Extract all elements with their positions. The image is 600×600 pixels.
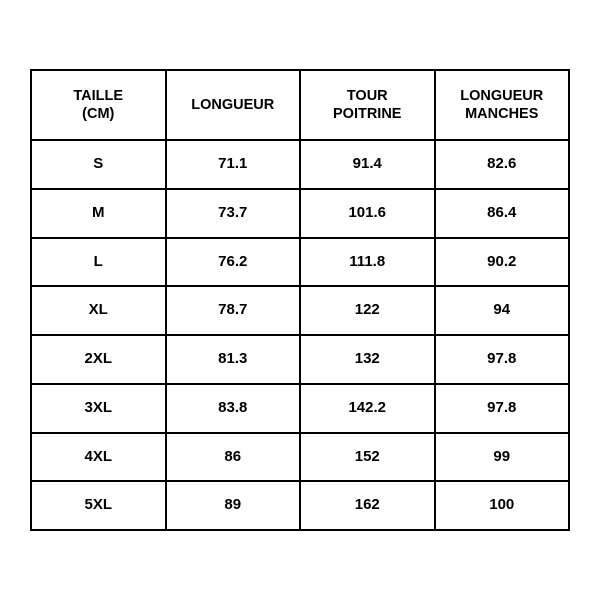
cell-size: 2XL: [31, 335, 166, 384]
size-table: TAILLE (CM) LONGUEUR TOUR POITRINE LONGU…: [30, 69, 570, 531]
col-header-text: TAILLE: [73, 88, 123, 104]
cell-sleeve: 97.8: [435, 335, 570, 384]
size-table-head: TAILLE (CM) LONGUEUR TOUR POITRINE LONGU…: [31, 70, 569, 140]
table-row: L 76.2 111.8 90.2: [31, 238, 569, 287]
cell-length: 76.2: [166, 238, 301, 287]
cell-chest: 132: [300, 335, 435, 384]
cell-size: M: [31, 189, 166, 238]
col-header-size: TAILLE (CM): [31, 70, 166, 140]
cell-length: 81.3: [166, 335, 301, 384]
col-header-text-line2: POITRINE: [307, 105, 428, 123]
cell-size: 3XL: [31, 384, 166, 433]
table-row: XL 78.7 122 94: [31, 286, 569, 335]
cell-chest: 142.2: [300, 384, 435, 433]
col-header-text: LONGUEUR: [460, 88, 543, 104]
cell-length: 71.1: [166, 140, 301, 189]
cell-sleeve: 86.4: [435, 189, 570, 238]
table-row: 5XL 89 162 100: [31, 481, 569, 530]
cell-sleeve: 94: [435, 286, 570, 335]
cell-chest: 91.4: [300, 140, 435, 189]
cell-sleeve: 100: [435, 481, 570, 530]
col-header-text-line2: (CM): [38, 105, 159, 123]
table-row: S 71.1 91.4 82.6: [31, 140, 569, 189]
cell-length: 89: [166, 481, 301, 530]
size-table-body: S 71.1 91.4 82.6 M 73.7 101.6 86.4 L 76.…: [31, 140, 569, 530]
cell-size: 5XL: [31, 481, 166, 530]
cell-length: 78.7: [166, 286, 301, 335]
col-header-text: LONGUEUR: [191, 97, 274, 113]
col-header-chest: TOUR POITRINE: [300, 70, 435, 140]
cell-chest: 101.6: [300, 189, 435, 238]
cell-chest: 152: [300, 433, 435, 482]
cell-sleeve: 99: [435, 433, 570, 482]
cell-length: 73.7: [166, 189, 301, 238]
cell-sleeve: 82.6: [435, 140, 570, 189]
col-header-text: TOUR: [347, 88, 388, 104]
cell-length: 83.8: [166, 384, 301, 433]
cell-size: XL: [31, 286, 166, 335]
col-header-text-line2: MANCHES: [442, 105, 563, 123]
cell-chest: 162: [300, 481, 435, 530]
table-row: M 73.7 101.6 86.4: [31, 189, 569, 238]
col-header-sleeve: LONGUEUR MANCHES: [435, 70, 570, 140]
cell-sleeve: 97.8: [435, 384, 570, 433]
cell-length: 86: [166, 433, 301, 482]
cell-size: L: [31, 238, 166, 287]
table-row: 4XL 86 152 99: [31, 433, 569, 482]
table-row: 3XL 83.8 142.2 97.8: [31, 384, 569, 433]
cell-chest: 122: [300, 286, 435, 335]
cell-chest: 111.8: [300, 238, 435, 287]
col-header-length: LONGUEUR: [166, 70, 301, 140]
cell-size: 4XL: [31, 433, 166, 482]
table-row: 2XL 81.3 132 97.8: [31, 335, 569, 384]
header-row: TAILLE (CM) LONGUEUR TOUR POITRINE LONGU…: [31, 70, 569, 140]
size-table-container: TAILLE (CM) LONGUEUR TOUR POITRINE LONGU…: [0, 39, 600, 561]
cell-size: S: [31, 140, 166, 189]
cell-sleeve: 90.2: [435, 238, 570, 287]
